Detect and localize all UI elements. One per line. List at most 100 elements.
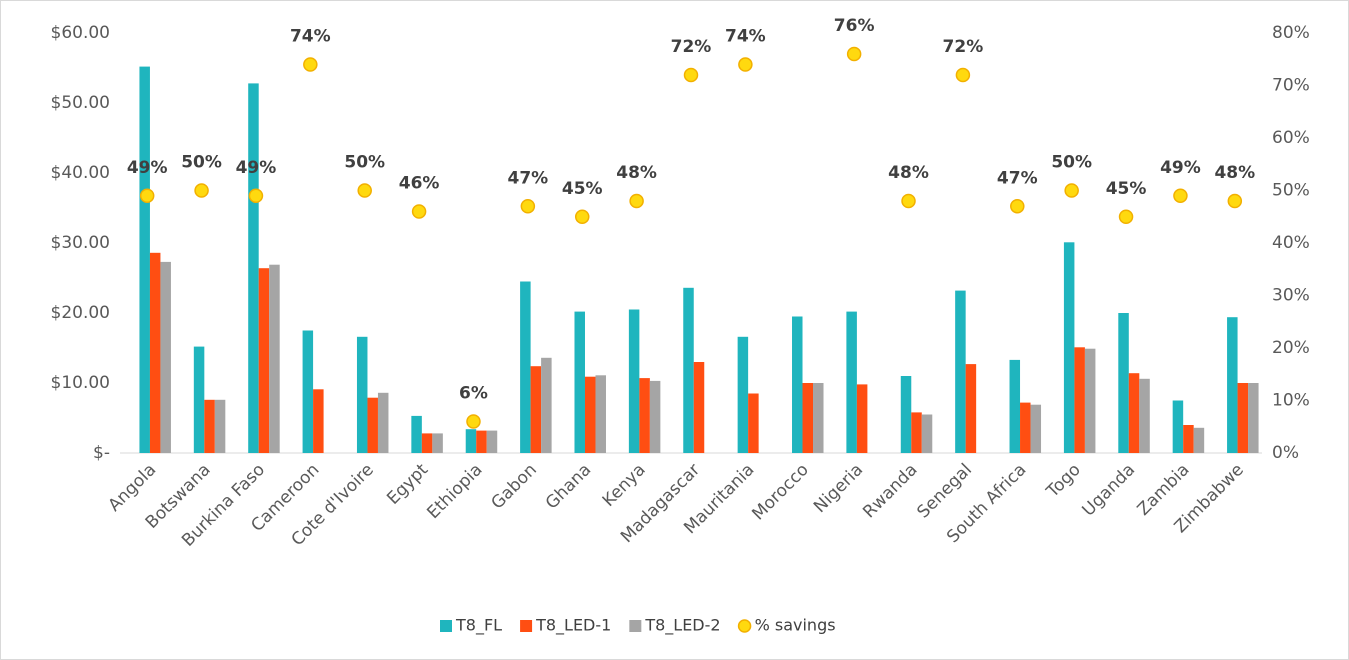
bar (955, 290, 966, 453)
bar (639, 378, 650, 453)
data-label: 46% (399, 174, 440, 194)
bar (649, 380, 661, 453)
y2-tick-label: 80% (1272, 23, 1310, 43)
legend-label: T8_FL (455, 616, 502, 636)
y-tick-label: $- (93, 443, 110, 463)
y2-tick-label: 60% (1272, 128, 1310, 148)
bar (530, 366, 542, 453)
savings-dot (574, 209, 590, 224)
bar (302, 330, 314, 453)
bar (149, 252, 161, 453)
bar (584, 376, 596, 453)
data-label: 49% (236, 158, 277, 178)
bar (1227, 317, 1238, 453)
bar (574, 311, 585, 453)
bar (965, 364, 977, 453)
bar (628, 309, 640, 453)
y-tick-label: $20.00 (51, 303, 110, 323)
bar (139, 66, 150, 453)
savings-dot (901, 193, 916, 209)
savings-dot (248, 188, 264, 203)
bar (1128, 373, 1140, 453)
savings-dot (1010, 199, 1025, 214)
bar (1009, 359, 1021, 453)
bar (813, 383, 824, 453)
bar (900, 376, 912, 453)
data-label: 47% (508, 168, 549, 188)
savings-dot (683, 67, 699, 83)
bar (248, 83, 259, 454)
bar (411, 415, 422, 453)
data-label: 50% (1051, 153, 1092, 173)
savings-dot (411, 204, 427, 219)
bar (541, 357, 552, 453)
bar (193, 346, 205, 453)
legend-symbol (520, 620, 533, 632)
savings-dot (357, 183, 372, 198)
bar (432, 433, 443, 453)
bar (421, 433, 433, 453)
data-label: 72% (943, 37, 984, 57)
savings-dot (303, 57, 318, 72)
bar (1237, 383, 1249, 453)
bar (595, 375, 606, 453)
data-label: 76% (834, 16, 875, 36)
bar (214, 399, 226, 453)
legend-label: T8_LED-2 (644, 616, 720, 636)
bar (356, 336, 368, 453)
bar (258, 268, 270, 453)
data-label: 74% (725, 27, 766, 47)
y-tick-label: $10.00 (51, 373, 110, 393)
y-tick-label: $60.00 (51, 23, 110, 43)
data-label: 48% (888, 163, 929, 183)
y-tick-label: $40.00 (51, 163, 110, 183)
savings-dot (629, 193, 644, 209)
savings-dot (1173, 188, 1188, 203)
bar (465, 429, 477, 453)
savings-dot (520, 199, 536, 214)
bar (911, 412, 922, 453)
bar (1030, 404, 1042, 453)
legend-symbol (737, 619, 752, 633)
bar (1139, 378, 1150, 453)
bar (486, 430, 498, 453)
data-label: 74% (290, 27, 331, 47)
bar (520, 281, 531, 453)
bar (737, 336, 749, 453)
data-label: 45% (562, 179, 603, 199)
bar (1020, 402, 1031, 453)
bar (204, 399, 215, 453)
y2-tick-label: 20% (1272, 338, 1310, 358)
bar (1084, 348, 1096, 453)
bar (683, 287, 694, 453)
bar (846, 311, 857, 453)
savings-dot (139, 188, 155, 203)
savings-dot (194, 183, 209, 198)
savings-dot (846, 46, 862, 62)
y2-tick-label: 30% (1272, 286, 1310, 306)
y2-tick-label: 70% (1272, 76, 1310, 96)
y2-tick-label: 40% (1272, 233, 1310, 253)
data-label: 49% (127, 158, 168, 178)
bar (367, 397, 378, 453)
data-label: 49% (1160, 158, 1201, 178)
bar (1118, 313, 1129, 453)
bar (269, 264, 280, 453)
bar (377, 392, 389, 453)
savings-dot (1118, 209, 1134, 224)
bar (1183, 425, 1194, 453)
bar (792, 316, 803, 453)
y2-tick-label: 50% (1272, 181, 1310, 201)
y-tick-label: $50.00 (51, 93, 110, 113)
bar (1063, 242, 1075, 453)
bar (921, 414, 933, 453)
data-label: 50% (181, 153, 222, 173)
savings-dot (466, 414, 481, 429)
y-tick-label: $30.00 (51, 233, 110, 253)
savings-dot (738, 57, 753, 72)
bar (748, 393, 759, 453)
bar (802, 383, 814, 453)
y2-tick-label: 0% (1272, 443, 1299, 463)
